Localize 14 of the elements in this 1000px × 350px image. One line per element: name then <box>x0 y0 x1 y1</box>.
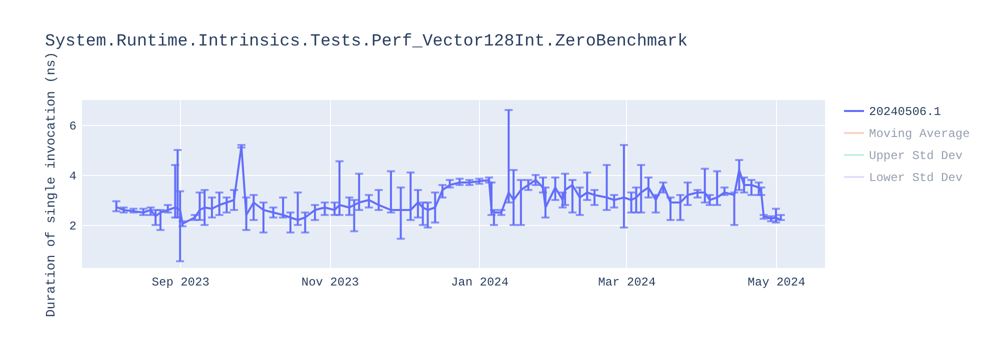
x-tick-label: Jan 2024 <box>450 276 509 290</box>
y-axis-title: Duration of single invocation (ns) <box>43 52 58 318</box>
legend-label: Upper Std Dev <box>869 149 963 163</box>
chart-title: System.Runtime.Intrinsics.Tests.Perf_Vector128Int.ZeroBenchmark <box>45 32 688 52</box>
legend-label: Moving Average <box>869 127 970 141</box>
y-tick-label: 2 <box>69 220 76 234</box>
y-tick-label: 4 <box>69 170 76 184</box>
legend-label: 20240506.1 <box>869 105 942 119</box>
x-tick-label: Mar 2024 <box>598 276 656 290</box>
y-tick-label: 6 <box>69 120 76 134</box>
legend-label: Lower Std Dev <box>869 171 963 185</box>
x-tick-label: Nov 2023 <box>301 276 359 290</box>
x-tick-label: Sep 2023 <box>152 276 210 290</box>
x-tick-label: May 2024 <box>748 276 806 290</box>
